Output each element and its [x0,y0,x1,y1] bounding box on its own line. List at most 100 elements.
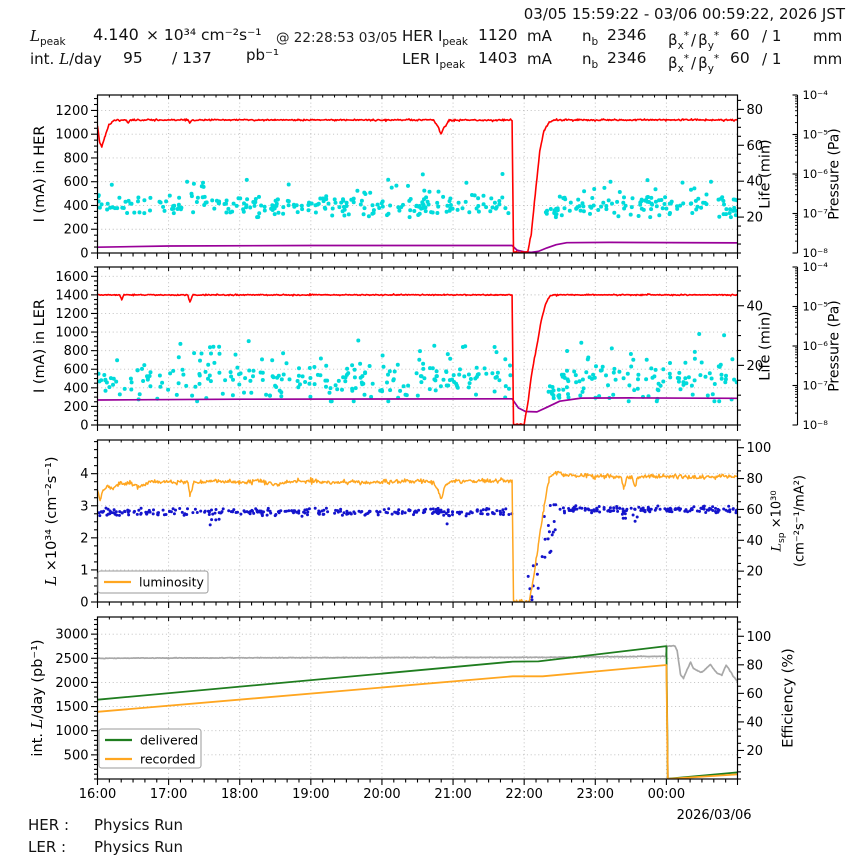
svg-text:600: 600 [64,363,89,378]
svg-text:Life (min): Life (min) [758,311,774,380]
beta-y-star-2: * [713,53,720,65]
svg-text:1200: 1200 [55,307,88,322]
svg-text:20: 20 [747,565,764,580]
svg-text:100: 100 [747,630,772,645]
svg-text:1: 1 [80,563,88,578]
svg-text:40: 40 [747,299,764,314]
her-beta-label: βx* / βy* [668,27,719,55]
beta-y-star: * [713,30,720,42]
lpeak-value: 4.140 [93,25,139,44]
svg-text:Lsp ×10³⁰: Lsp ×10³⁰ [770,490,788,552]
her-ipeak-value: 1120 [478,26,518,44]
svg-text:80: 80 [747,472,764,487]
plot-her: 0 200 400 600 800 1000 1200 I (mA) in HER 20 40 60… [32,88,843,262]
series-her-beam-current [97,118,738,253]
svg-text:recorded: recorded [140,752,196,767]
svg-text:delivered: delivered [140,733,198,748]
series-ler-lifetime [97,332,738,404]
svg-text:23:00: 23:00 [577,787,614,802]
her-ipeak-label: HER Ipeak [402,27,468,51]
svg-text:40: 40 [747,715,764,730]
script-l: L [30,27,40,45]
svg-text:Efficiency (%): Efficiency (%) [781,648,797,748]
her-run-value: Physics Run [94,816,184,834]
beta-x-star-2: * [683,53,690,65]
svg-text:10⁻⁴: 10⁻⁴ [803,88,829,102]
series-recorded [97,664,738,779]
ler-nb-value: 2346 [607,49,647,67]
svg-text:10⁻⁵: 10⁻⁵ [803,300,829,314]
svg-text:800: 800 [64,151,89,166]
ler-run-value: Physics Run [94,838,184,856]
svg-text:40: 40 [747,534,764,549]
her-nb-value: 2346 [607,26,647,44]
svg-text:21:00: 21:00 [434,787,471,802]
svg-text:400: 400 [64,199,89,214]
svg-text:0: 0 [80,247,88,262]
svg-text:500: 500 [64,748,89,763]
svg-text:20: 20 [747,744,764,759]
legend-integrated: delivered recorded [98,728,202,769]
intlumi-unit: pb⁻¹ [246,46,279,64]
svg-text:20:00: 20:00 [363,787,400,802]
svg-text:1000: 1000 [55,326,88,341]
svg-text:600: 600 [64,175,89,190]
beta-x-sym: β [668,31,678,49]
series-ler-pressure [97,397,738,413]
svg-text:1500: 1500 [55,700,88,715]
plot-luminosity: 0 1 2 3 4 L ×10³⁴ (cm⁻²s⁻¹) 20 40 60 80 100 Lsp ×10… [44,439,808,611]
series-her-lifetime [97,172,738,220]
svg-text:(cm⁻²s⁻¹/mA²): (cm⁻²s⁻¹/mA²) [793,475,808,567]
svg-text:17:00: 17:00 [150,787,187,802]
svg-text:80: 80 [747,103,764,118]
series-efficiency [97,644,738,683]
beta-y-sub-2: y [707,63,714,75]
lpeak-unit: × 10³⁴ cm⁻²s⁻¹ [146,26,262,44]
series-luminosity [97,470,738,602]
ler-beta-value: 60 [730,49,750,67]
svg-text:60: 60 [747,139,764,154]
svg-text:10⁻⁵: 10⁻⁵ [803,128,829,142]
svg-text:3000: 3000 [55,628,88,643]
svg-text:20: 20 [747,359,764,374]
ler-ipeak-value: 1403 [478,49,518,67]
svg-text:Life (min): Life (min) [758,139,774,208]
beta-slash: / [691,31,697,49]
intlumi-sep: / 137 [172,49,212,67]
svg-text:I (mA) in LER: I (mA) in LER [32,299,48,393]
series-ler-beam-current [97,293,738,425]
beta-x-star: * [683,30,690,42]
svg-text:80: 80 [747,658,764,673]
svg-text:0: 0 [80,419,88,434]
intlumi-label: int. L/day [30,50,102,68]
svg-text:1000: 1000 [55,128,88,143]
her-nb-label: nb [582,27,598,51]
legend-luminosity: luminosity [97,570,209,594]
ler-ipeak-label: LER Ipeak [402,50,465,74]
svg-text:2000: 2000 [55,676,88,691]
svg-text:Pressure (Pa): Pressure (Pa) [827,300,843,392]
beta-y-sub: y [707,40,714,52]
svg-text:40: 40 [747,175,764,190]
beta-x-sub-2: x [677,63,684,75]
svg-text:200: 200 [64,400,89,415]
plot-integrated: 16:00 17:00 18:00 19:00 20:00 21:00 22:00 23:00… [30,616,797,823]
svg-text:1400: 1400 [55,288,88,303]
svg-text:10⁻⁶: 10⁻⁶ [803,339,829,353]
ler-ipeak-sub: peak [439,59,466,71]
ler-ipeak-unit: mA [527,50,552,68]
svg-text:Pressure (Pa): Pressure (Pa) [827,128,843,220]
svg-text:60: 60 [747,687,764,702]
ler-run-label: LER : [28,838,67,856]
ler-beta-sep: / 1 [762,50,782,68]
her-beta-value: 60 [730,26,750,44]
date-range: 03/05 15:59:22 - 03/06 00:59:22, 2026 JS… [523,5,845,23]
svg-text:00:00: 00:00 [648,787,685,802]
ler-ipeak-text: LER I [402,50,440,68]
series-specific-luminosity [97,503,738,602]
her-ipeak-sub: peak [442,36,469,48]
her-beta-unit: mm [813,27,843,45]
her-ipeak-unit: mA [527,27,552,45]
nb-sub-2: b [591,59,599,71]
ler-nb-label: nb [582,50,598,74]
